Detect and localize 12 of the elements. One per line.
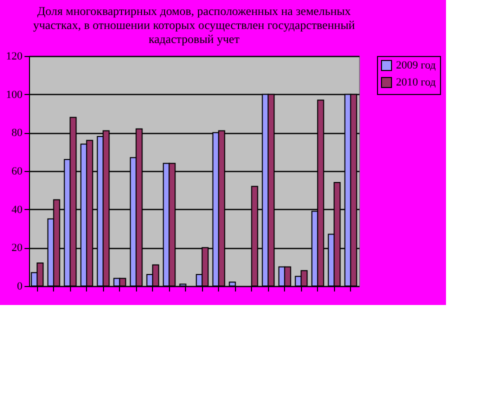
text: участках, в отношении которых осуществлен государственный [33, 18, 355, 32]
y-tick-label: 80 [12, 127, 23, 140]
y-tick-label: 60 [12, 166, 23, 178]
text: кадастровый учет [148, 32, 240, 46]
y-tick-label: 20 [12, 242, 23, 254]
y-tick-label: 0 [17, 280, 23, 292]
legend-label: 2009 год [396, 60, 436, 72]
y-tick-label: 100 [6, 88, 23, 101]
y-tick-label: 120 [6, 50, 23, 62]
y-tick-label: 40 [12, 204, 23, 216]
legend-label: 2010 год [396, 76, 436, 88]
text: Доля многоквартирных домов, расположенных на земельных [37, 4, 351, 18]
